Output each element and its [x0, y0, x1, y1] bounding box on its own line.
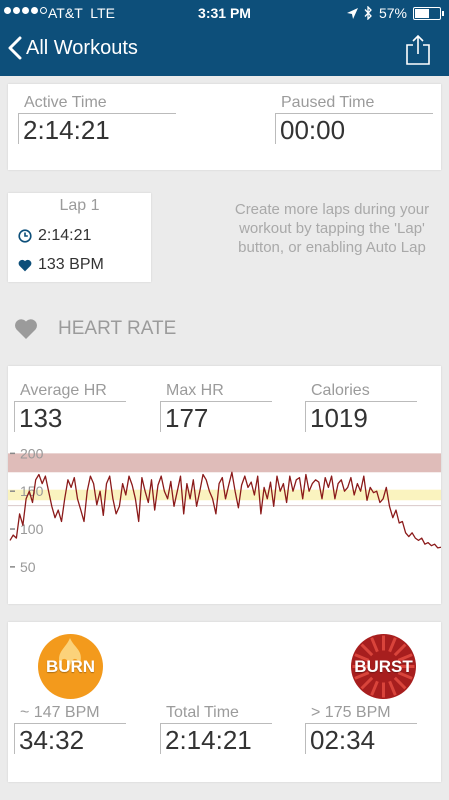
calories-stat: Calories 1019	[305, 382, 417, 432]
burst-zone-stat: > 175 BPM 02:34	[305, 704, 417, 754]
section-title: HEART RATE	[58, 318, 177, 339]
time-summary-card: Active Time 2:14:21 Paused Time 00:00	[8, 84, 441, 170]
burn-zone-value: 34:32	[14, 723, 126, 754]
calories-label: Calories	[311, 382, 370, 399]
lap-title: Lap 1	[59, 197, 100, 214]
total-time-value: 2:14:21	[160, 723, 272, 754]
heart-rate-series-line	[9, 471, 441, 549]
burst-zone-label: > 175 BPM	[311, 704, 391, 721]
burst-rays-icon	[352, 635, 415, 698]
lap-time: 2:14:21	[38, 227, 92, 244]
zones-card: BURN BURST ~ 147 BPM 34:32 Total Time 2:…	[8, 622, 441, 782]
carrier-label: AT&T LTE	[48, 5, 115, 21]
chevron-left-icon	[8, 36, 22, 60]
burn-badge: BURN	[38, 634, 103, 699]
burst-badge: BURST	[351, 634, 416, 699]
y-tick-label-2: 100	[20, 521, 44, 537]
share-button[interactable]	[405, 34, 431, 71]
status-bar: AT&T LTE 3:31 PM 57%	[0, 0, 449, 26]
total-time-label: Total Time	[166, 704, 239, 721]
active-time-stat: Active Time 2:14:21	[18, 94, 176, 144]
heart-rate-chart: 200 150 100 50	[8, 445, 441, 575]
max-hr-value: 177	[160, 401, 272, 432]
y-tick-label-3: 50	[20, 559, 36, 575]
heart-rate-section-header: HEART RATE	[14, 318, 176, 340]
status-time: 3:31 PM	[198, 5, 251, 21]
bluetooth-icon	[364, 6, 372, 20]
paused-time-stat: Paused Time 00:00	[275, 94, 433, 144]
max-hr-label: Max HR	[166, 382, 224, 399]
signal-icon	[4, 7, 47, 14]
heart-icon	[15, 319, 37, 339]
battery-percent: 57%	[378, 5, 407, 21]
active-time-value: 2:14:21	[18, 113, 176, 144]
average-hr-value: 133	[14, 401, 126, 432]
average-hr-label: Average HR	[20, 382, 107, 399]
paused-time-value: 00:00	[275, 113, 433, 144]
total-time-stat: Total Time 2:14:21	[160, 704, 272, 754]
max-hr-stat: Max HR 177	[160, 382, 272, 432]
location-icon	[346, 7, 358, 19]
zone-band-0	[8, 453, 441, 473]
burn-badge-label: BURN	[45, 656, 96, 676]
burst-badge-label: BURST	[354, 656, 413, 676]
share-icon	[406, 34, 430, 65]
battery-icon	[413, 6, 444, 20]
calories-value: 1019	[305, 401, 417, 432]
back-button-label: All Workouts	[26, 36, 138, 59]
burn-zone-stat: ~ 147 BPM 34:32	[14, 704, 126, 754]
paused-time-label: Paused Time	[281, 94, 375, 111]
average-hr-stat: Average HR 133	[14, 382, 126, 432]
lap-hint-text: Create more laps during your workout by …	[234, 201, 430, 256]
heart-rate-card: Average HR 133 Max HR 177 Calories 1019 …	[8, 366, 441, 604]
back-button[interactable]: All Workouts	[8, 36, 138, 60]
active-time-label: Active Time	[24, 94, 107, 111]
lap-card[interactable]: Lap 1 2:14:21 133 BPM	[8, 193, 151, 282]
lap-bpm: 133 BPM	[38, 256, 104, 273]
burst-zone-value: 02:34	[305, 723, 417, 754]
heart-icon	[18, 259, 32, 271]
clock-icon	[18, 229, 32, 243]
flame-icon	[59, 638, 81, 666]
burn-zone-label: ~ 147 BPM	[20, 704, 100, 721]
y-tick-label-1: 150	[20, 483, 44, 499]
y-tick-label-0: 200	[20, 445, 44, 461]
nav-bar: All Workouts	[0, 26, 449, 76]
